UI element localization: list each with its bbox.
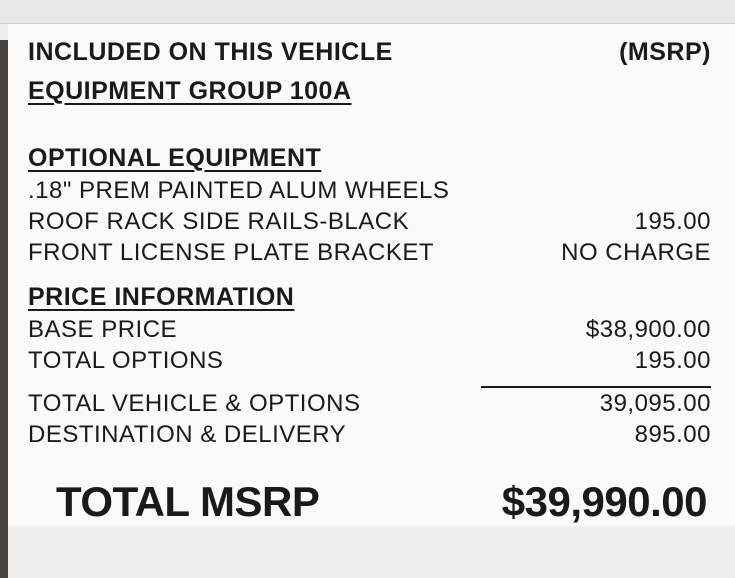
- total-value: $39,990.00: [502, 478, 707, 526]
- total-label: TOTAL MSRP: [56, 478, 319, 526]
- price-label: DESTINATION & DELIVERY: [28, 419, 511, 450]
- price-row: BASE PRICE $38,900.00: [28, 314, 711, 345]
- price-label: TOTAL VEHICLE & OPTIONS: [28, 388, 511, 419]
- price-value: 195.00: [511, 345, 711, 376]
- price-row: TOTAL VEHICLE & OPTIONS 39,095.00: [28, 388, 711, 419]
- header-right: (MSRP): [619, 38, 711, 67]
- option-value: 195.00: [511, 206, 711, 237]
- price-label: TOTAL OPTIONS: [28, 345, 511, 376]
- total-row: TOTAL MSRP $39,990.00: [28, 478, 711, 526]
- price-value: 895.00: [511, 419, 711, 450]
- top-bar: [0, 0, 735, 24]
- price-info-title: PRICE INFORMATION: [28, 283, 711, 312]
- option-row: ROOF RACK SIDE RAILS-BLACK 195.00: [28, 206, 711, 237]
- optional-equipment-title: OPTIONAL EQUIPMENT: [28, 144, 711, 173]
- option-row: .18" PREM PAINTED ALUM WHEELS: [28, 175, 711, 206]
- option-label: ROOF RACK SIDE RAILS-BLACK: [28, 206, 511, 237]
- option-label: .18" PREM PAINTED ALUM WHEELS: [28, 175, 511, 206]
- equipment-group-title: EQUIPMENT GROUP 100A: [28, 77, 711, 106]
- price-label: BASE PRICE: [28, 314, 511, 345]
- sticker-content: INCLUDED ON THIS VEHICLE (MSRP) EQUIPMEN…: [8, 24, 735, 526]
- option-row: FRONT LICENSE PLATE BRACKET NO CHARGE: [28, 237, 711, 268]
- price-value: $38,900.00: [511, 314, 711, 345]
- header-left: INCLUDED ON THIS VEHICLE: [28, 38, 393, 67]
- price-row: TOTAL OPTIONS 195.00: [28, 345, 711, 376]
- left-bar: [0, 40, 8, 578]
- option-label: FRONT LICENSE PLATE BRACKET: [28, 237, 511, 268]
- price-row: DESTINATION & DELIVERY 895.00: [28, 419, 711, 450]
- header-row: INCLUDED ON THIS VEHICLE (MSRP): [28, 38, 711, 67]
- option-value: NO CHARGE: [511, 237, 711, 268]
- price-value: 39,095.00: [511, 388, 711, 419]
